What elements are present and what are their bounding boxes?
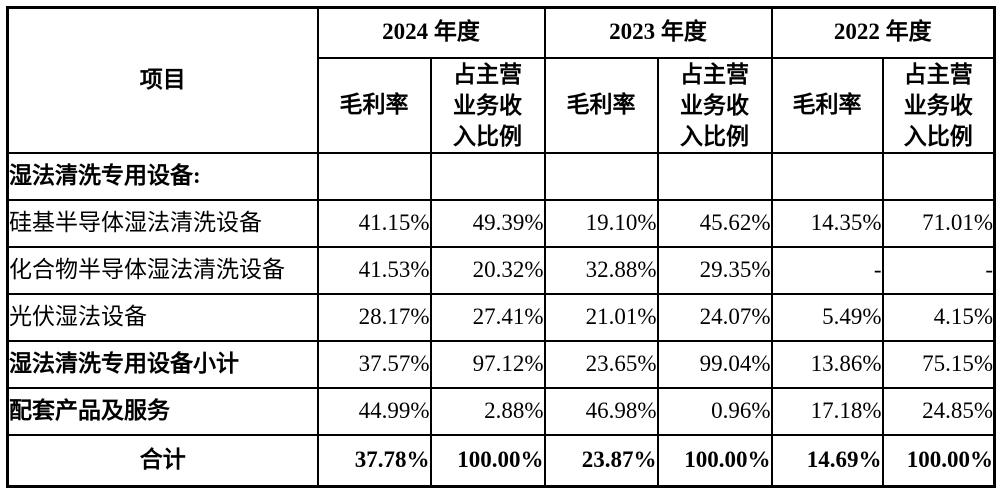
table-row-subtotal: 湿法清洗专用设备小计 37.57% 97.12% 23.65% 99.04% 1… <box>6 339 996 389</box>
table-row-accessories: 配套产品及服务 44.99% 2.88% 46.98% 0.96% 17.18%… <box>6 386 996 436</box>
gross-margin-header-2022: 毛利率 <box>770 56 884 154</box>
row-label: 湿法清洗专用设备小计 <box>6 339 319 389</box>
cell-value <box>429 151 546 201</box>
cell-value: - <box>881 245 996 295</box>
cell-value <box>656 151 773 201</box>
cell-value: 0.96% <box>656 386 773 436</box>
cell-value: 100.00% <box>881 433 996 488</box>
cell-value <box>881 151 996 201</box>
gross-margin-header-2023: 毛利率 <box>543 56 659 154</box>
cell-value: 29.35% <box>656 245 773 295</box>
cell-value: 23.87% <box>543 433 659 488</box>
cell-value: 28.17% <box>316 292 432 342</box>
table-row-compound: 化合物半导体湿法清洗设备 41.53% 20.32% 32.88% 29.35%… <box>6 245 996 295</box>
cell-value: 41.15% <box>316 198 432 248</box>
row-label: 合计 <box>6 433 319 488</box>
cell-value: 32.88% <box>543 245 659 295</box>
row-label: 硅基半导体湿法清洗设备 <box>6 198 319 248</box>
item-column-header: 项目 <box>6 6 319 154</box>
cell-value: 71.01% <box>881 198 996 248</box>
cell-value: 37.57% <box>316 339 432 389</box>
year-header-2024: 2024 年度 <box>316 6 546 59</box>
cell-value: 2.88% <box>429 386 546 436</box>
cell-value: 17.18% <box>770 386 884 436</box>
cell-value: 5.49% <box>770 292 884 342</box>
cell-value: 23.65% <box>543 339 659 389</box>
table-row-total: 合计 37.78% 100.00% 23.87% 100.00% 14.69% … <box>6 433 996 488</box>
cell-value: 14.35% <box>770 198 884 248</box>
cell-value: 24.07% <box>656 292 773 342</box>
table-row-silicon: 硅基半导体湿法清洗设备 41.15% 49.39% 19.10% 45.62% … <box>6 198 996 248</box>
revenue-share-label: 占主营业务收入比例 <box>680 61 749 149</box>
row-label: 配套产品及服务 <box>6 386 319 436</box>
cell-value <box>316 151 432 201</box>
cell-value: 99.04% <box>656 339 773 389</box>
table-row-photovoltaic: 光伏湿法设备 28.17% 27.41% 21.01% 24.07% 5.49%… <box>6 292 996 342</box>
row-label: 湿法清洗专用设备: <box>6 151 319 201</box>
gross-margin-table: 项目 2024 年度 2023 年度 2022 年度 毛利率 占主营业务收入比例… <box>6 6 996 489</box>
revenue-share-header-2024: 占主营业务收入比例 <box>429 56 546 154</box>
cell-value: 45.62% <box>656 198 773 248</box>
cell-value <box>770 151 884 201</box>
cell-value: 37.78% <box>316 433 432 488</box>
cell-value: 21.01% <box>543 292 659 342</box>
cell-value: 49.39% <box>429 198 546 248</box>
revenue-share-label: 占主营业务收入比例 <box>453 61 522 149</box>
cell-value: 41.53% <box>316 245 432 295</box>
cell-value: 100.00% <box>656 433 773 488</box>
cell-value: 46.98% <box>543 386 659 436</box>
table-row-category: 湿法清洗专用设备: <box>6 151 996 201</box>
cell-value: 97.12% <box>429 339 546 389</box>
cell-value: 13.86% <box>770 339 884 389</box>
cell-value <box>543 151 659 201</box>
cell-value: 24.85% <box>881 386 996 436</box>
cell-value: 75.15% <box>881 339 996 389</box>
cell-value: - <box>770 245 884 295</box>
cell-value: 14.69% <box>770 433 884 488</box>
year-header-2023: 2023 年度 <box>543 6 773 59</box>
revenue-share-label: 占主营业务收入比例 <box>903 61 973 149</box>
cell-value: 100.00% <box>429 433 546 488</box>
gross-margin-header-2024: 毛利率 <box>316 56 432 154</box>
cell-value: 4.15% <box>881 292 996 342</box>
cell-value: 27.41% <box>429 292 546 342</box>
cell-value: 19.10% <box>543 198 659 248</box>
revenue-share-header-2023: 占主营业务收入比例 <box>656 56 773 154</box>
year-header-2022: 2022 年度 <box>770 6 996 59</box>
revenue-share-header-2022: 占主营业务收入比例 <box>881 56 996 154</box>
cell-value: 20.32% <box>429 245 546 295</box>
row-label: 化合物半导体湿法清洗设备 <box>6 245 319 295</box>
row-label: 光伏湿法设备 <box>6 292 319 342</box>
cell-value: 44.99% <box>316 386 432 436</box>
